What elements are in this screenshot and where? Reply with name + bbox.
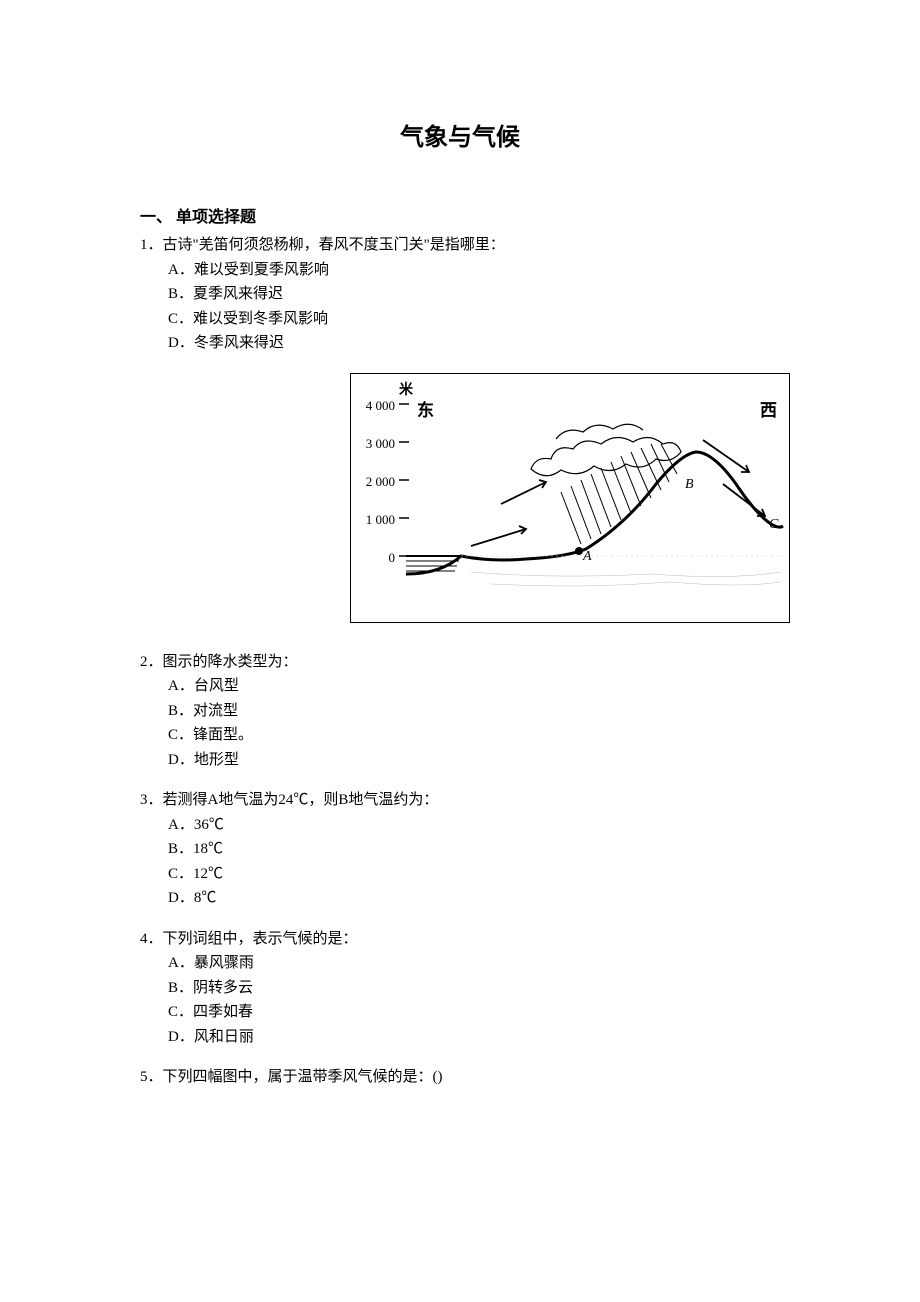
question-3: 3．若测得A地气温为24℃，则B地气温约为： A．36℃ B．18℃ C．12℃… bbox=[140, 789, 780, 910]
option: B．对流型 bbox=[168, 700, 780, 723]
question-text: 2．图示的降水类型为： bbox=[140, 651, 780, 674]
option: A．暴风骤雨 bbox=[168, 952, 780, 975]
option: C．12℃ bbox=[168, 863, 780, 886]
question-2: 2．图示的降水类型为： A．台风型 B．对流型 C．锋面型。 D．地形型 bbox=[140, 651, 780, 772]
question-options: A．暴风骤雨 B．阴转多云 C．四季如春 D．风和日丽 bbox=[140, 952, 780, 1048]
section-number: 一、 bbox=[140, 209, 172, 226]
option: D．冬季风来得迟 bbox=[168, 332, 780, 355]
question-1: 1．古诗"羌笛何须怨杨柳，春风不度玉门关"是指哪里： A．难以受到夏季风影响 B… bbox=[140, 234, 780, 355]
mountain-svg bbox=[351, 374, 791, 624]
question-5: 5．下列四幅图中，属于温带季风气候的是：() bbox=[140, 1066, 780, 1089]
question-options: A．台风型 B．对流型 C．锋面型。 D．地形型 bbox=[140, 675, 780, 771]
question-4: 4．下列词组中，表示气候的是： A．暴风骤雨 B．阴转多云 C．四季如春 D．风… bbox=[140, 928, 780, 1049]
option: C．难以受到冬季风影响 bbox=[168, 308, 780, 331]
question-text: 4．下列词组中，表示气候的是： bbox=[140, 928, 780, 951]
option: A．36℃ bbox=[168, 814, 780, 837]
question-text: 3．若测得A地气温为24℃，则B地气温约为： bbox=[140, 789, 780, 812]
section-label: 单项选择题 bbox=[176, 209, 256, 226]
question-text: 1．古诗"羌笛何须怨杨柳，春风不度玉门关"是指哪里： bbox=[140, 234, 780, 257]
option: D．风和日丽 bbox=[168, 1026, 780, 1049]
option: C．四季如春 bbox=[168, 1001, 780, 1024]
option: D．8℃ bbox=[168, 887, 780, 910]
question-options: A．难以受到夏季风影响 B．夏季风来得迟 C．难以受到冬季风影响 D．冬季风来得… bbox=[140, 259, 780, 355]
question-options: A．36℃ B．18℃ C．12℃ D．8℃ bbox=[140, 814, 780, 910]
option: B．18℃ bbox=[168, 838, 780, 861]
option: D．地形型 bbox=[168, 749, 780, 772]
page-title: 气象与气候 bbox=[140, 120, 780, 156]
mountain-diagram: 米 东 西 4 000 3 000 2 000 1 000 0 A B C bbox=[350, 373, 790, 623]
option: B．阴转多云 bbox=[168, 977, 780, 1000]
option: C．锋面型。 bbox=[168, 724, 780, 747]
option: B．夏季风来得迟 bbox=[168, 283, 780, 306]
question-text: 5．下列四幅图中，属于温带季风气候的是：() bbox=[140, 1066, 780, 1089]
option: A．难以受到夏季风影响 bbox=[168, 259, 780, 282]
section-header: 一、 单项选择题 bbox=[140, 206, 780, 230]
option: A．台风型 bbox=[168, 675, 780, 698]
